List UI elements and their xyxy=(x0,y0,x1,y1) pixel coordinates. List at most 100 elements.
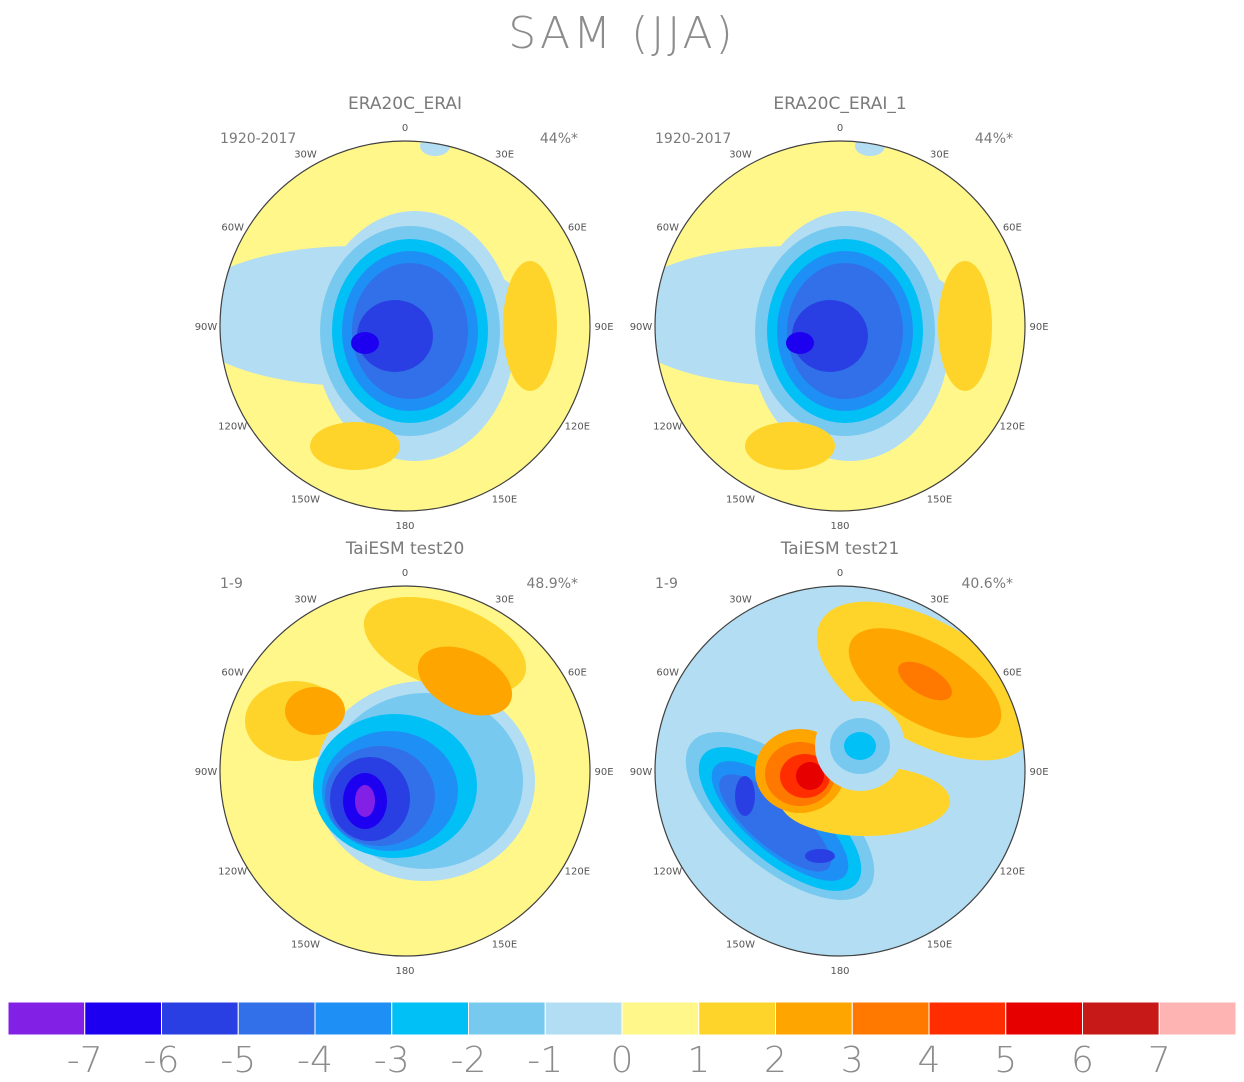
anomaly-contour xyxy=(938,261,992,391)
map-panels: 0 30E 60E 90E 120E 150E 180 150W 120W 90W 60W 30W ER… xyxy=(195,94,1049,977)
longitude-label: 90E xyxy=(594,767,613,778)
panel-variance: 44%* xyxy=(975,131,1013,147)
colorbar-swatch xyxy=(391,1001,469,1036)
longitude-label: 120E xyxy=(565,422,590,433)
colorbar-label: -3 xyxy=(374,1040,410,1081)
panel-variance: 40.6%* xyxy=(962,576,1013,592)
colorbar-label: -6 xyxy=(144,1040,180,1081)
colorbar-label: -5 xyxy=(220,1040,256,1081)
map-panel: 0 30E 60E 90E 120E 150E 180 150W 120W 90W 60W 30W Ta… xyxy=(195,539,614,977)
page-title: SAM (JJA) xyxy=(508,8,736,59)
colorbar-swatch xyxy=(1005,1001,1083,1036)
longitude-label: 150W xyxy=(291,939,320,950)
colorbar-swatch xyxy=(7,1001,86,1036)
longitude-label: 180 xyxy=(830,966,849,977)
longitude-label: 120W xyxy=(653,867,682,878)
colorbar-label: 1 xyxy=(687,1040,710,1081)
panel-period: 1920-2017 xyxy=(655,131,731,147)
longitude-label: 180 xyxy=(395,521,414,532)
anomaly-contour xyxy=(805,849,835,863)
colorbar-label: 0 xyxy=(611,1040,634,1081)
colorbar-swatch xyxy=(621,1001,700,1036)
anomaly-field xyxy=(655,141,1025,511)
anomaly-contour xyxy=(844,732,876,760)
anomaly-contour xyxy=(745,422,835,470)
longitude-label: 30W xyxy=(294,150,317,161)
longitude-label: 0 xyxy=(837,123,843,134)
colorbar-label: -4 xyxy=(297,1040,333,1081)
anomaly-contour xyxy=(792,300,868,372)
anomaly-contour xyxy=(786,332,814,354)
colorbar-label: 4 xyxy=(918,1040,941,1081)
colorbar-swatch xyxy=(544,1001,623,1036)
longitude-label: 60W xyxy=(221,223,244,234)
colorbar-swatch xyxy=(775,1001,853,1036)
anomaly-contour xyxy=(503,261,557,391)
colorbar-swatch xyxy=(84,1001,162,1036)
longitude-label: 60E xyxy=(1003,223,1022,234)
panel-title: ERA20C_ERAI_1 xyxy=(773,94,906,114)
anomaly-contour xyxy=(420,141,450,156)
longitude-label: 90E xyxy=(1029,322,1048,333)
map-panel: 0 30E 60E 90E 120E 150E 180 150W 120W 90W 60W 30W ER… xyxy=(630,94,1049,532)
map-frame xyxy=(654,585,1026,957)
longitude-label: 150E xyxy=(927,939,952,950)
anomaly-contour xyxy=(898,661,952,701)
anomaly-contour xyxy=(417,646,513,716)
longitude-label: 180 xyxy=(395,966,414,977)
longitude-label: 150E xyxy=(492,939,517,950)
panel-title: TaiESM test20 xyxy=(345,539,465,559)
longitude-label: 90E xyxy=(594,322,613,333)
longitude-label: 120E xyxy=(565,867,590,878)
colorbar-swatch xyxy=(928,1001,1007,1036)
anomaly-contour xyxy=(310,422,400,470)
longitude-label: 90E xyxy=(1029,767,1048,778)
colorbar-swatch xyxy=(161,1001,239,1036)
longitude-label: 0 xyxy=(402,123,408,134)
anomaly-contour xyxy=(351,332,379,354)
longitude-label: 30W xyxy=(729,595,752,606)
colorbar-label: -2 xyxy=(451,1040,487,1081)
longitude-label: 60W xyxy=(656,668,679,679)
anomaly-field xyxy=(220,586,590,956)
longitude-label: 120W xyxy=(218,422,247,433)
longitude-label: 60E xyxy=(568,668,587,679)
longitude-label: 150W xyxy=(291,494,320,505)
longitude-label: 30E xyxy=(495,595,514,606)
colorbar-label: 6 xyxy=(1071,1040,1094,1081)
panel-variance: 44%* xyxy=(540,131,578,147)
longitude-label: 150E xyxy=(927,494,952,505)
anomaly-field xyxy=(220,141,590,511)
longitude-label: 120E xyxy=(1000,867,1025,878)
anomaly-contour xyxy=(357,300,433,372)
anomaly-contour xyxy=(855,141,885,156)
colorbar-swatch xyxy=(468,1001,546,1036)
longitude-label: 150W xyxy=(726,939,755,950)
panel-title: ERA20C_ERAI xyxy=(348,94,462,114)
colorbar: -7 -6 -5 -4 -3 -2 -1 0 1 2 3 4 5 6 7 xyxy=(7,1001,1237,1081)
longitude-label: 60W xyxy=(656,223,679,234)
longitude-label: 120W xyxy=(218,867,247,878)
anomaly-contour xyxy=(285,687,345,735)
anomaly-contour xyxy=(796,762,824,790)
longitude-label: 60E xyxy=(568,223,587,234)
longitude-label: 30E xyxy=(495,150,514,161)
longitude-label: 90W xyxy=(195,767,218,778)
longitude-label: 30W xyxy=(729,150,752,161)
longitude-label: 60W xyxy=(221,668,244,679)
map-frame xyxy=(219,140,591,512)
longitude-label: 90W xyxy=(630,767,653,778)
colorbar-swatch xyxy=(698,1001,776,1036)
anomaly-contour xyxy=(735,776,755,816)
colorbar-label: -1 xyxy=(527,1040,563,1081)
map-panel: 0 30E 60E 90E 120E 150E 180 150W 120W 90W 60W 30W Ta… xyxy=(630,539,1049,977)
longitude-label: 150E xyxy=(492,494,517,505)
longitude-label: 30W xyxy=(294,595,317,606)
longitude-label: 0 xyxy=(402,568,408,579)
anomaly-field xyxy=(655,586,1025,956)
longitude-label: 30E xyxy=(930,595,949,606)
longitude-label: 150W xyxy=(726,494,755,505)
panel-period: 1-9 xyxy=(655,576,678,592)
longitude-label: 120E xyxy=(1000,422,1025,433)
